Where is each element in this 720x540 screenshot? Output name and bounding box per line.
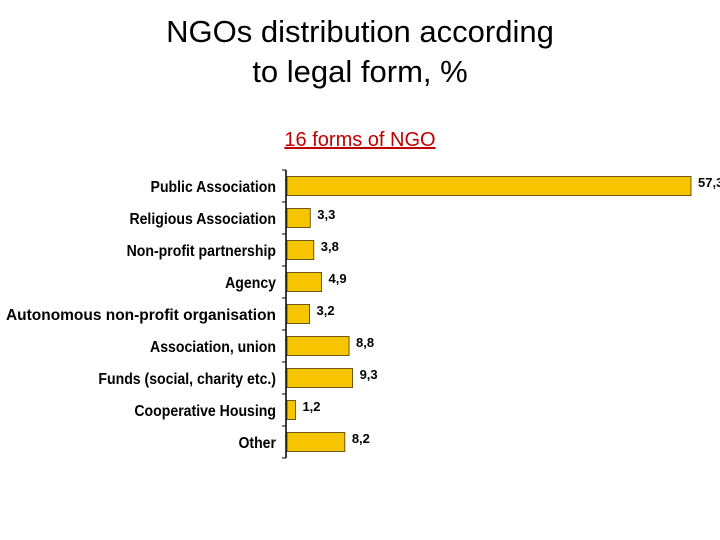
value-label: 3,3 <box>317 207 335 222</box>
category-label: Funds (social, charity etc.) <box>98 371 276 388</box>
bar <box>286 176 692 196</box>
bar <box>286 208 311 228</box>
value-label: 3,2 <box>317 303 335 318</box>
value-label: 1,2 <box>302 399 320 414</box>
category-label: Agency <box>225 275 276 292</box>
value-label: 8,8 <box>356 335 374 350</box>
chart-subtitle: 16 forms of NGO <box>284 129 436 151</box>
bar <box>286 272 322 292</box>
value-label: 8,2 <box>352 431 370 446</box>
value-label: 9,3 <box>360 367 378 382</box>
chart-title-line-2: to legal form, % <box>252 54 468 89</box>
bar <box>286 368 353 388</box>
chart-title-line-1: NGOs distribution according <box>166 14 554 49</box>
category-label: Non-profit partnership <box>127 243 277 260</box>
value-label: 4,9 <box>329 271 347 286</box>
chart-title: NGOs distribution according to legal for… <box>0 12 720 92</box>
category-label: Association, union <box>150 339 276 356</box>
bar <box>286 240 315 260</box>
category-label: Autonomous non-profit organisation <box>6 307 276 324</box>
category-label: Other <box>238 435 276 452</box>
category-label: Cooperative Housing <box>134 403 276 420</box>
value-label: 3,8 <box>321 239 339 254</box>
category-label: Public Association <box>151 179 276 196</box>
category-label: Religious Association <box>129 211 276 228</box>
value-label: 57,3 <box>698 175 720 190</box>
bar <box>286 304 310 324</box>
bar <box>286 336 350 356</box>
bar <box>286 432 346 452</box>
bar <box>286 400 296 420</box>
